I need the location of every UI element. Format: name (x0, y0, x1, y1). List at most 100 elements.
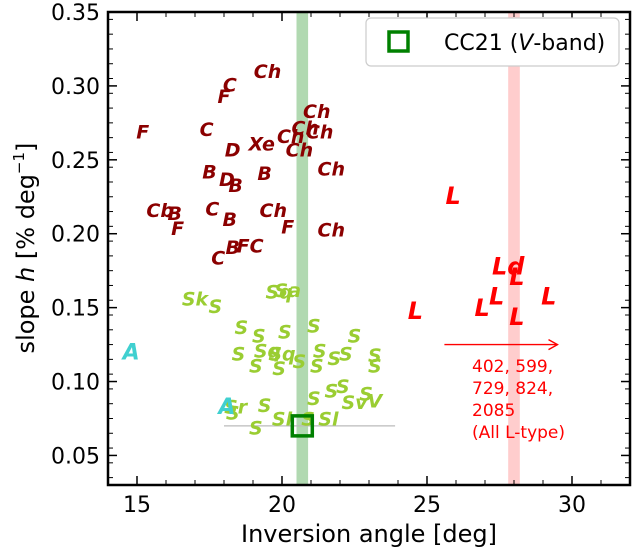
point-s-complex-7: S (307, 315, 321, 337)
annotation-layer: 402, 599, 729, 824, 2085 (All L-type) (444, 338, 565, 443)
point-s-complex-23: S (336, 376, 350, 398)
y-tick-label: 0.35 (51, 1, 100, 26)
point-l-type-5: L (474, 294, 489, 322)
point-s-complex-3: Sa (275, 280, 302, 302)
point-c-complex-8: Ch (303, 101, 330, 123)
point-c-complex-18: B (167, 203, 181, 225)
green-band (296, 12, 309, 485)
point-c-complex-6: Xe (248, 134, 275, 156)
x-axis-title: Inversion angle [deg] (241, 520, 497, 548)
point-c-complex-0: F (136, 122, 149, 144)
y-tick-label: 0.10 (51, 371, 100, 396)
point-s-complex-32: Sl (318, 408, 339, 430)
annotation-line-4: (All L-type) (472, 423, 565, 443)
point-s-complex-28: S (226, 403, 240, 425)
legend-label-cc21: CC21 (V-band) (444, 31, 605, 56)
y-axis-title: slope h [% deg−1] (10, 143, 40, 354)
point-c-complex-27: C (211, 247, 225, 269)
point-s-complex-16: S (310, 355, 324, 377)
y-tick-label: 0.25 (51, 149, 100, 174)
point-s-complex-20: S (368, 355, 382, 377)
point-c-complex-17: Cb (146, 200, 174, 222)
point-c-complex-2: F (218, 86, 231, 108)
x-tick-label: 30 (558, 493, 586, 518)
point-s-complex-8: S (348, 326, 362, 348)
point-c-complex-19: F (171, 218, 184, 240)
point-c-complex-13: D (219, 169, 235, 191)
point-c-complex-26: FC (237, 236, 264, 258)
point-s-complex-1: S (208, 296, 222, 318)
point-s-complex-19: S (368, 345, 382, 367)
point-c-complex-23: F (281, 216, 294, 238)
point-l-type-7: L (541, 282, 556, 310)
point-a-type-0: A (121, 340, 140, 365)
point-s-complex-2: Sq (265, 281, 292, 303)
point-c-complex-15: B (257, 163, 271, 185)
point-c-complex-10: Ch (306, 122, 333, 144)
point-s-complex-0: Sk (182, 289, 210, 311)
point-s-complex-22: S (307, 388, 321, 410)
point-s-complex-13: S (272, 358, 286, 380)
point-s-complex-29: S (258, 395, 272, 417)
point-c-complex-1: C (223, 74, 237, 96)
point-c-complex-9: Ch (291, 117, 318, 139)
point-c-complex-24: Ch (318, 219, 345, 241)
pink-band (508, 12, 520, 485)
point-c-complex-4: C (200, 119, 214, 141)
point-c-complex-7: Ch (277, 126, 304, 148)
annotation-line-2: 729, 824, (472, 379, 553, 399)
x-tick-label: 25 (413, 493, 441, 518)
annotation-arrowhead (548, 338, 559, 351)
point-l-type-1: L (408, 297, 423, 325)
point-s-complex-5: S (252, 326, 266, 348)
point-s-complex-21: S (324, 380, 338, 402)
point-l-type-0: L (445, 182, 460, 210)
point-c-complex-12: B (202, 162, 216, 184)
x-tick-label: 20 (268, 493, 296, 518)
legend: CC21 (V-band) (365, 17, 620, 67)
point-s-complex-15: S (313, 340, 327, 362)
point-l-type-2: Ld (492, 253, 525, 281)
point-s-complex-24: Sv (341, 392, 368, 414)
point-s-complex-4: S (235, 317, 249, 339)
point-s-complex-25: V (367, 391, 383, 413)
y-tick-label: 0.05 (51, 444, 100, 469)
y-tick-label: 0.30 (51, 75, 100, 100)
point-c-complex-20: C (205, 199, 219, 221)
point-s-complex-11: Sq (268, 343, 295, 365)
legend-marker-cc21 (387, 30, 410, 53)
point-s-complex-9: S (232, 343, 246, 365)
point-s-complex-12: S (249, 355, 263, 377)
point-c-complex-25: B (225, 237, 239, 259)
point-s-complex-30: Sl (272, 408, 293, 430)
point-s-complex-33: S (249, 417, 263, 439)
point-l-type-3: L (509, 263, 524, 291)
point-s-complex-14: S (293, 351, 307, 373)
point-c-complex-5: D (225, 139, 241, 161)
point-c-complex-16: Ch (318, 159, 345, 181)
axes-layer: 15 20 25 30 0.05 0.10 0.15 0.20 0.25 0.30 0.35 (51, 1, 632, 518)
annotation-line-1: 402, 599, (472, 357, 553, 377)
point-a-type-1: A (216, 395, 235, 420)
legend-box (365, 17, 620, 67)
point-c-complex-14: B (228, 175, 242, 197)
point-c-complex-11: Ch (286, 139, 313, 161)
point-s-complex-26: S (359, 383, 373, 405)
plot-frame (106, 10, 632, 487)
bands-layer (296, 12, 520, 485)
point-s-complex-18: S (339, 343, 353, 365)
x-tick-label: 15 (123, 493, 151, 518)
point-l-type-4: L (489, 282, 504, 310)
point-l-type-6: L (509, 303, 524, 331)
point-c-complex-22: Ch (260, 200, 287, 222)
point-s-complex-27: Sr (224, 397, 249, 419)
y-tick-label: 0.20 (51, 223, 100, 248)
annotation-line-3: 2085 (472, 401, 515, 421)
cc21-marker (290, 414, 315, 438)
point-c-complex-21: B (223, 209, 237, 231)
point-c-complex-3: Ch (254, 61, 281, 83)
point-s-complex-17: S (327, 348, 341, 370)
